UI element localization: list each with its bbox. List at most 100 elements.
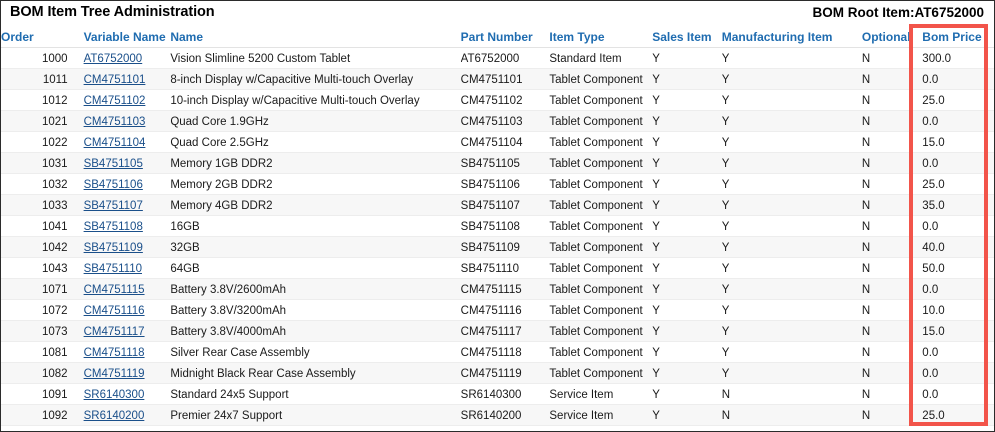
cell-sales-item: Y — [652, 152, 722, 174]
variable-name-link[interactable]: CM4751119 — [83, 367, 145, 380]
cell-bom-price: 15.0 — [915, 320, 994, 342]
variable-name-link[interactable]: SB4751107 — [83, 199, 143, 212]
column-header-manufacturing-item[interactable]: Manufacturing Item — [721, 24, 862, 48]
cell-variable-name: SB4751110 — [75, 257, 167, 279]
cell-part-number: AT6752000 — [460, 47, 550, 69]
variable-name-link[interactable]: CM4751118 — [83, 346, 145, 359]
table-row[interactable]: 1043 SB4751110 64GB SB4751110 Tablet Compone… — [1, 257, 994, 279]
cell-part-number: CM4751116 — [460, 299, 550, 321]
bom-item-table: Order Variable Name Name Part Number Ite… — [1, 24, 994, 426]
cell-manufacturing-item: N — [721, 404, 862, 426]
cell-optional: N — [861, 131, 916, 153]
cell-bom-price: 35.0 — [915, 194, 994, 216]
table-row[interactable]: 1041 SB4751108 16GB SB4751108 Tablet Compone… — [1, 215, 994, 237]
table-row[interactable]: 1071 CM4751115 Battery 3.8V/2600mAh CM47511… — [1, 278, 994, 300]
cell-bom-price: 0.0 — [915, 362, 994, 384]
cell-variable-name: AT6752000 — [75, 47, 167, 69]
variable-name-link[interactable]: CM4751104 — [83, 136, 146, 149]
cell-sales-item: Y — [652, 173, 722, 195]
cell-sales-item: Y — [652, 194, 722, 216]
cell-bom-price: 25.0 — [915, 89, 994, 111]
variable-name-link[interactable]: SR6140300 — [83, 388, 145, 401]
variable-name-link[interactable]: SB4751105 — [83, 157, 143, 170]
variable-name-link[interactable]: CM4751116 — [83, 304, 145, 317]
cell-part-number: SB4751105 — [460, 152, 550, 174]
cell-variable-name: CM4751102 — [75, 89, 167, 111]
table-header-row: Order Variable Name Name Part Number Ite… — [1, 24, 994, 48]
cell-sales-item: Y — [652, 215, 722, 237]
cell-part-number: CM4751118 — [460, 341, 550, 363]
cell-sales-item: Y — [652, 278, 722, 300]
table-row[interactable]: 1092 SR6140200 Premier 24x7 Support SR61402… — [1, 404, 994, 426]
variable-name-link[interactable]: CM4751117 — [83, 325, 145, 338]
variable-name-link[interactable]: CM4751102 — [83, 94, 146, 107]
variable-name-link[interactable]: CM4751103 — [83, 115, 146, 128]
table-row[interactable]: 1011 CM4751101 8-inch Display w/Capacitive… — [1, 68, 994, 90]
table-row[interactable]: 1073 CM4751117 Battery 3.8V/4000mAh CM47511… — [1, 320, 994, 342]
table-row[interactable]: 1000 AT6752000 Vision Slimline 5200 Custom… — [1, 47, 994, 69]
cell-item-type: Service Item — [549, 383, 653, 405]
cell-order: 1000 — [1, 47, 76, 69]
column-header-sales-item[interactable]: Sales Item — [652, 24, 722, 48]
table-row[interactable]: 1032 SB4751106 Memory 2GB DDR2 SB4751106 Tab… — [1, 173, 994, 195]
cell-order: 1092 — [1, 404, 76, 426]
table-row[interactable]: 1042 SB4751109 32GB SB4751109 Tablet Compone… — [1, 236, 994, 258]
column-header-optional[interactable]: Optional — [861, 24, 916, 48]
column-header-part-number[interactable]: Part Number — [460, 24, 550, 48]
cell-item-type: Tablet Component — [549, 215, 653, 237]
cell-optional: N — [861, 383, 916, 405]
cell-manufacturing-item: Y — [721, 341, 862, 363]
cell-part-number: CM4751102 — [460, 89, 550, 111]
column-header-item-type[interactable]: Item Type — [549, 24, 653, 48]
cell-item-type: Tablet Component — [549, 194, 653, 216]
variable-name-link[interactable]: CM4751115 — [83, 283, 145, 296]
table-row[interactable]: 1072 CM4751116 Battery 3.8V/3200mAh CM47511… — [1, 299, 994, 321]
cell-name: Battery 3.8V/4000mAh — [166, 320, 461, 342]
cell-variable-name: CM4751116 — [75, 299, 167, 321]
cell-order: 1073 — [1, 320, 76, 342]
cell-part-number: CM4751104 — [460, 131, 550, 153]
cell-variable-name: CM4751117 — [75, 320, 167, 342]
cell-order: 1031 — [1, 152, 76, 174]
cell-item-type: Tablet Component — [549, 278, 653, 300]
table-row[interactable]: 1012 CM4751102 10-inch Display w/Capacitiv… — [1, 89, 994, 111]
cell-sales-item: Y — [652, 68, 722, 90]
cell-part-number: SB4751106 — [460, 173, 550, 195]
cell-name: 16GB — [166, 215, 461, 237]
table-row[interactable]: 1031 SB4751105 Memory 1GB DDR2 SB4751105 Tab… — [1, 152, 994, 174]
cell-manufacturing-item: Y — [721, 131, 862, 153]
cell-order: 1042 — [1, 236, 76, 258]
variable-name-link[interactable]: AT6752000 — [83, 52, 143, 65]
table-row[interactable]: 1081 CM4751118 Silver Rear Case Assembly CM… — [1, 341, 994, 363]
cell-name: Memory 2GB DDR2 — [166, 173, 461, 195]
cell-manufacturing-item: Y — [721, 257, 862, 279]
variable-name-link[interactable]: CM4751101 — [83, 73, 146, 86]
table-row[interactable]: 1021 CM4751103 Quad Core 1.9GHz CM4751103 Ta… — [1, 110, 994, 132]
table-row[interactable]: 1091 SR6140300 Standard 24x5 Support SR6140… — [1, 383, 994, 405]
cell-manufacturing-item: Y — [721, 110, 862, 132]
variable-name-link[interactable]: SB4751109 — [83, 241, 143, 254]
page-title: BOM Item Tree Administration — [10, 4, 215, 20]
cell-name: Silver Rear Case Assembly — [166, 341, 461, 363]
column-header-variable-name[interactable]: Variable Name — [75, 24, 167, 48]
column-header-order[interactable]: Order — [1, 24, 76, 48]
page-header: BOM Item Tree Administration BOM Root It… — [1, 1, 994, 24]
cell-order: 1091 — [1, 383, 76, 405]
column-header-bom-price[interactable]: Bom Price — [915, 24, 994, 48]
table-row[interactable]: 1022 CM4751104 Quad Core 2.5GHz CM4751104 Ta… — [1, 131, 994, 153]
cell-part-number: SR6140200 — [460, 404, 550, 426]
column-header-name[interactable]: Name — [166, 24, 461, 48]
cell-order: 1022 — [1, 131, 76, 153]
table-row[interactable]: 1082 CM4751119 Midnight Black Rear Case As… — [1, 362, 994, 384]
variable-name-link[interactable]: SB4751110 — [83, 262, 142, 275]
cell-part-number: CM4751117 — [460, 320, 550, 342]
cell-bom-price: 25.0 — [915, 173, 994, 195]
table-row[interactable]: 1033 SB4751107 Memory 4GB DDR2 SB4751107 Tab… — [1, 194, 994, 216]
cell-optional: N — [861, 194, 916, 216]
cell-order: 1081 — [1, 341, 76, 363]
variable-name-link[interactable]: SB4751108 — [83, 220, 143, 233]
variable-name-link[interactable]: SB4751106 — [83, 178, 143, 191]
cell-part-number: CM4751103 — [460, 110, 550, 132]
variable-name-link[interactable]: SR6140200 — [83, 409, 145, 422]
